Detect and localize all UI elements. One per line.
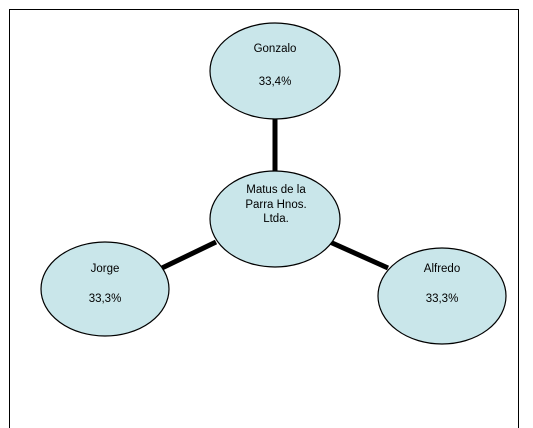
node-gonzalo: Gonzalo 33,4% xyxy=(209,22,341,120)
node-company-line-2: Parra Hnos. xyxy=(245,199,306,211)
node-gonzalo-name: Gonzalo xyxy=(254,43,297,55)
node-alfredo-share: 33,3% xyxy=(426,293,459,305)
node-gonzalo-share: 33,4% xyxy=(259,76,292,88)
node-jorge-share: 33,3% xyxy=(89,293,122,305)
node-company-line-3: Ltda. xyxy=(263,213,289,225)
node-company: Matus de la Parra Hnos. Ltda. xyxy=(209,170,341,268)
node-alfredo-name: Alfredo xyxy=(424,263,460,275)
node-company-shape xyxy=(209,170,341,268)
connector-jorge xyxy=(160,239,218,271)
node-gonzalo-shape xyxy=(209,22,341,120)
node-alfredo: Alfredo 33,3% xyxy=(377,247,507,345)
node-company-line-1: Matus de la xyxy=(246,184,306,196)
node-jorge: Jorge 33,3% xyxy=(40,241,170,337)
node-jorge-name: Jorge xyxy=(91,263,120,275)
connector-alfredo xyxy=(328,239,390,271)
node-jorge-shape xyxy=(40,241,170,337)
node-alfredo-shape xyxy=(377,247,507,345)
